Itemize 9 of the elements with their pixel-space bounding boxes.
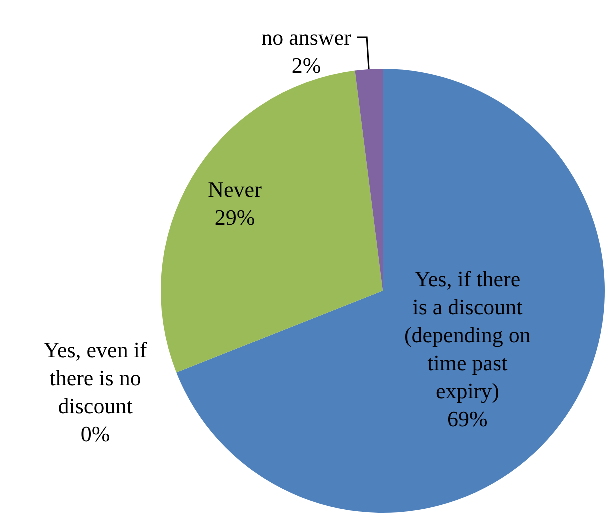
data-label: 69% [448,406,488,432]
slice-label: Yes, if there is a discount (depending on time past expiry) [404,266,531,404]
text: 0% [80,422,110,447]
category-label: Yes, even if there is no discount [44,338,148,419]
data-label: 2% [292,53,322,78]
slice-label: no answer [262,25,352,50]
pie-slice [355,69,383,291]
slice-label: Never [208,177,263,202]
data-label: 29% [214,205,256,230]
